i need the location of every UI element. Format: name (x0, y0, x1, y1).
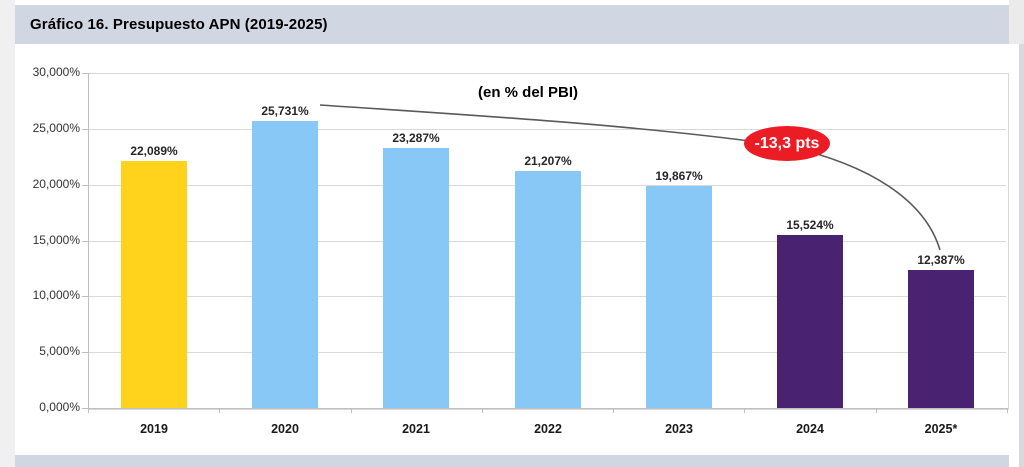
x-axis-label: 2022 (534, 422, 562, 436)
gridline (89, 73, 1006, 74)
bar-value-label: 15,524% (786, 218, 834, 232)
y-axis-label: 0,000% (39, 400, 80, 414)
y-axis-label: 25,000% (32, 121, 80, 135)
y-axis-label: 5,000% (39, 344, 80, 358)
annotation-badge: -13,3 pts (744, 126, 830, 161)
bar-2023 (646, 186, 712, 408)
bar-value-label: 21,207% (524, 154, 572, 168)
x-axis-tick (744, 408, 745, 413)
chart-title-band: Gráfico 16. Presupuesto APN (2019-2025) (15, 5, 1009, 44)
page-margin-left (0, 0, 15, 467)
bar-value-label: 25,731% (261, 104, 309, 118)
x-axis-label: 2021 (402, 422, 430, 436)
y-axis-label: 30,000% (32, 65, 80, 79)
y-axis-tick (82, 129, 88, 130)
x-axis-tick (351, 408, 352, 413)
x-axis-tick (482, 408, 483, 413)
x-axis-tick (613, 408, 614, 413)
bar-2021 (383, 148, 449, 408)
page-footer-band (15, 455, 1009, 467)
x-axis-label: 2024 (796, 422, 824, 436)
bar-2020 (252, 121, 318, 408)
bar-value-label: 19,867% (655, 169, 703, 183)
annotation-text: -13,3 pts (754, 134, 820, 152)
page-corner-top-right (1009, 0, 1024, 44)
x-axis-tick (88, 408, 89, 413)
bar-value-label: 22,089% (130, 144, 178, 158)
y-axis-tick (82, 73, 88, 74)
y-axis-line (88, 73, 89, 409)
x-axis-label: 2025* (924, 422, 958, 436)
y-axis-tick (82, 185, 88, 186)
y-axis-tick (82, 241, 88, 242)
y-axis-tick (82, 352, 88, 353)
y-axis-label: 15,000% (32, 233, 80, 247)
x-axis-tick (1007, 408, 1008, 413)
bar-2024 (777, 235, 843, 408)
x-axis-label: 2019 (140, 422, 168, 436)
gridline (89, 129, 1006, 130)
x-axis-label: 2020 (271, 422, 299, 436)
chart-subtitle: (en % del PBI) (477, 84, 578, 101)
chart-title: Gráfico 16. Presupuesto APN (2019-2025) (30, 16, 328, 33)
bar-value-label: 12,387% (917, 253, 965, 267)
y-axis-tick (82, 296, 88, 297)
x-axis-line (82, 408, 1007, 409)
bar-2025 (908, 270, 974, 408)
page-edge-right (1019, 44, 1024, 467)
bar-2022 (515, 171, 581, 408)
bar-value-label: 23,287% (392, 131, 440, 145)
bar-2019 (121, 161, 187, 408)
x-axis-tick (876, 408, 877, 413)
y-axis-label: 20,000% (32, 177, 80, 191)
x-axis-label: 2023 (665, 422, 693, 436)
x-axis-tick (219, 408, 220, 413)
y-axis-label: 10,000% (32, 288, 80, 302)
